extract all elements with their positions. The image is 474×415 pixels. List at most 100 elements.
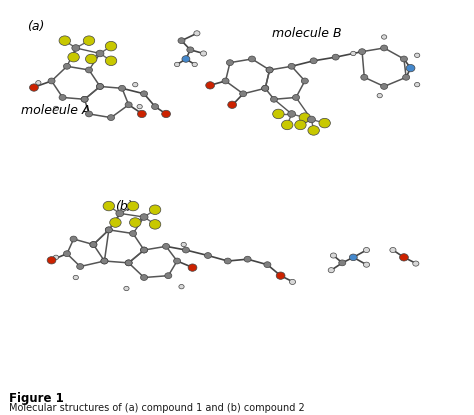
Circle shape: [109, 218, 121, 227]
Circle shape: [194, 31, 200, 36]
Circle shape: [282, 120, 293, 130]
Circle shape: [125, 260, 132, 266]
Circle shape: [400, 254, 408, 261]
Circle shape: [248, 56, 255, 62]
Text: Figure 1: Figure 1: [9, 392, 64, 405]
Circle shape: [124, 286, 129, 290]
Circle shape: [276, 272, 285, 279]
Circle shape: [266, 67, 273, 73]
Circle shape: [382, 35, 387, 39]
Circle shape: [361, 74, 368, 80]
Circle shape: [36, 81, 41, 85]
Circle shape: [308, 126, 319, 135]
Circle shape: [140, 247, 147, 253]
Circle shape: [271, 96, 277, 102]
Circle shape: [90, 242, 97, 247]
Circle shape: [206, 82, 215, 89]
Circle shape: [181, 242, 186, 247]
Circle shape: [165, 273, 172, 278]
Circle shape: [85, 67, 92, 73]
Circle shape: [149, 220, 161, 229]
Circle shape: [182, 56, 190, 62]
Circle shape: [59, 95, 66, 100]
Circle shape: [332, 54, 339, 60]
Circle shape: [339, 260, 346, 266]
Circle shape: [77, 264, 84, 269]
Circle shape: [125, 260, 132, 266]
Circle shape: [73, 275, 78, 280]
Circle shape: [118, 85, 126, 91]
Circle shape: [381, 83, 388, 89]
Circle shape: [299, 113, 310, 122]
Circle shape: [381, 45, 388, 51]
Circle shape: [414, 83, 420, 87]
Circle shape: [83, 36, 95, 45]
Circle shape: [292, 95, 300, 100]
Circle shape: [358, 49, 365, 55]
Circle shape: [290, 279, 296, 284]
Circle shape: [70, 236, 77, 242]
Text: (a): (a): [27, 20, 45, 33]
Circle shape: [179, 284, 184, 289]
Circle shape: [68, 52, 79, 62]
Circle shape: [266, 67, 273, 73]
Circle shape: [72, 45, 80, 51]
Circle shape: [105, 42, 117, 51]
Circle shape: [81, 96, 88, 102]
Circle shape: [90, 242, 97, 247]
Circle shape: [188, 264, 197, 271]
Circle shape: [85, 54, 97, 64]
Circle shape: [140, 247, 147, 253]
Circle shape: [240, 91, 246, 97]
Circle shape: [328, 268, 334, 273]
Text: Molecular structures of (a) compound 1 and (b) compound 2: Molecular structures of (a) compound 1 a…: [9, 403, 305, 413]
Circle shape: [162, 110, 171, 117]
Circle shape: [64, 251, 71, 256]
Circle shape: [330, 253, 337, 258]
Circle shape: [140, 214, 148, 220]
Circle shape: [140, 91, 147, 97]
Circle shape: [53, 255, 59, 259]
Circle shape: [364, 247, 370, 253]
Circle shape: [97, 83, 103, 89]
Circle shape: [163, 244, 170, 249]
Circle shape: [182, 247, 190, 253]
Circle shape: [308, 116, 315, 123]
Circle shape: [103, 201, 115, 211]
Circle shape: [414, 53, 420, 58]
Circle shape: [81, 96, 88, 102]
Circle shape: [101, 258, 108, 264]
Text: (b): (b): [116, 200, 133, 213]
Circle shape: [264, 262, 271, 268]
Circle shape: [244, 256, 251, 262]
Circle shape: [105, 227, 112, 233]
Circle shape: [227, 60, 234, 66]
Circle shape: [319, 118, 330, 128]
Circle shape: [201, 51, 207, 56]
Circle shape: [133, 83, 138, 87]
Circle shape: [351, 51, 356, 56]
Circle shape: [173, 258, 181, 264]
Circle shape: [96, 50, 104, 57]
Circle shape: [204, 253, 211, 259]
Circle shape: [108, 115, 115, 120]
Circle shape: [192, 62, 197, 67]
Circle shape: [116, 210, 124, 217]
Circle shape: [288, 63, 295, 69]
Circle shape: [273, 109, 284, 119]
Circle shape: [129, 218, 141, 227]
Circle shape: [288, 111, 296, 117]
Circle shape: [105, 227, 112, 233]
Circle shape: [228, 101, 237, 108]
Circle shape: [29, 84, 38, 91]
Circle shape: [406, 64, 415, 72]
Circle shape: [140, 275, 147, 281]
Circle shape: [53, 106, 59, 111]
Circle shape: [137, 105, 142, 109]
Circle shape: [295, 120, 306, 130]
Circle shape: [222, 78, 229, 84]
Circle shape: [390, 247, 396, 253]
Circle shape: [137, 110, 146, 117]
Circle shape: [310, 58, 317, 64]
Circle shape: [187, 47, 194, 53]
